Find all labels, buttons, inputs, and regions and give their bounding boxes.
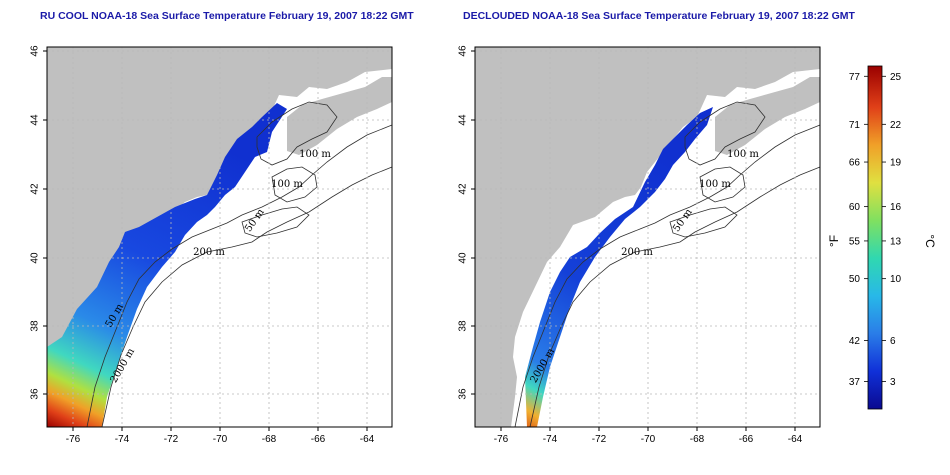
fahrenheit-tick-label: 50: [849, 274, 861, 285]
longitude-label: -72: [164, 434, 179, 445]
depth-contour: [514, 124, 821, 428]
graticule: [475, 47, 820, 427]
depth-contour: [86, 124, 393, 428]
longitude-label: -70: [641, 434, 656, 445]
longitude-label: -72: [592, 434, 607, 445]
depth-contour: [256, 101, 338, 166]
contour-depth-label: 100 m: [699, 179, 731, 190]
celsius-tick-label: 6: [890, 336, 896, 347]
latitude-label: 38: [458, 320, 469, 332]
nova-scotia: [287, 77, 392, 155]
sst-field: [525, 107, 713, 427]
longitude-label: -66: [739, 434, 754, 445]
land-mass: [475, 47, 820, 427]
longitude-label: -64: [360, 434, 375, 445]
right-map-panel: -76 -74 -72 -70 -68 -66 -64 36 38 40 42 44 46 100 m 1…: [458, 45, 821, 445]
celsius-unit: °C: [923, 234, 937, 248]
longitude-label: -76: [494, 434, 509, 445]
celsius-tick-label: 19: [890, 158, 902, 169]
celsius-tick-label: 16: [890, 202, 902, 213]
latitude-label: 46: [458, 45, 469, 57]
left-map-panel: -76 -74 -72 -70 -68 -66 -64 36 38 40 42 44 46 100 m 1…: [30, 45, 393, 445]
depth-contour: [241, 206, 310, 238]
depth-contour: [669, 206, 738, 238]
latitude-label: 38: [30, 320, 41, 332]
longitude-label: -64: [788, 434, 803, 445]
longitude-label: -68: [690, 434, 705, 445]
nova-scotia: [715, 77, 820, 155]
colorbar: 77 71 66 60 55 50 42 37 25 22 19 16 13 10 6 3 °F °C: [827, 65, 937, 410]
land-mass: [47, 47, 392, 427]
latitude-label: 36: [458, 388, 469, 400]
celsius-tick-label: 22: [890, 120, 902, 131]
latitude-label: 40: [30, 252, 41, 264]
celsius-tick-label: 3: [890, 377, 896, 388]
depth-contour: [101, 166, 393, 428]
latitude-label: 44: [30, 114, 41, 126]
bathymetry-contours: [86, 101, 393, 428]
longitude-label: -68: [262, 434, 277, 445]
fahrenheit-tick-label: 55: [849, 236, 861, 247]
contour-depth-label: 100 m: [271, 179, 303, 190]
latitude-label: 44: [458, 114, 469, 126]
fahrenheit-tick-label: 60: [849, 202, 861, 213]
fahrenheit-tick-label: 71: [849, 120, 861, 131]
depth-contour: [271, 166, 318, 203]
celsius-tick-label: 25: [890, 72, 902, 83]
latitude-label: 40: [458, 252, 469, 264]
contour-depth-label: 100 m: [727, 149, 759, 160]
latitude-label: 46: [30, 45, 41, 57]
longitude-label: -74: [543, 434, 558, 445]
fahrenheit-tick-label: 66: [849, 158, 861, 169]
longitude-label: -74: [115, 434, 130, 445]
fahrenheit-tick-label: 42: [849, 336, 861, 347]
longitude-label: -76: [66, 434, 81, 445]
longitude-label: -66: [311, 434, 326, 445]
latitude-label: 42: [30, 183, 41, 195]
depth-contour: [699, 166, 746, 203]
contour-depth-label: 200 m: [193, 247, 225, 258]
latitude-label: 42: [458, 183, 469, 195]
sst-field: [47, 103, 287, 427]
latitude-label: 36: [30, 388, 41, 400]
fahrenheit-tick-label: 77: [849, 72, 861, 83]
celsius-tick-label: 10: [890, 274, 902, 285]
fahrenheit-unit: °F: [827, 235, 841, 247]
fahrenheit-tick-label: 37: [849, 377, 861, 388]
bathymetry-contours: [514, 101, 821, 428]
left-panel-title: RU COOL NOAA-18 Sea Surface Temperature …: [40, 10, 414, 22]
right-panel-title: DECLOUDED NOAA-18 Sea Surface Temperatur…: [463, 10, 855, 22]
celsius-tick-label: 13: [890, 236, 902, 247]
depth-contour: [529, 166, 821, 428]
contour-depth-label: 200 m: [621, 247, 653, 258]
colorbar-gradient: [867, 65, 883, 410]
graticule: [47, 47, 392, 427]
contour-depth-label: 100 m: [299, 149, 331, 160]
depth-contour: [684, 101, 766, 166]
longitude-label: -70: [213, 434, 228, 445]
